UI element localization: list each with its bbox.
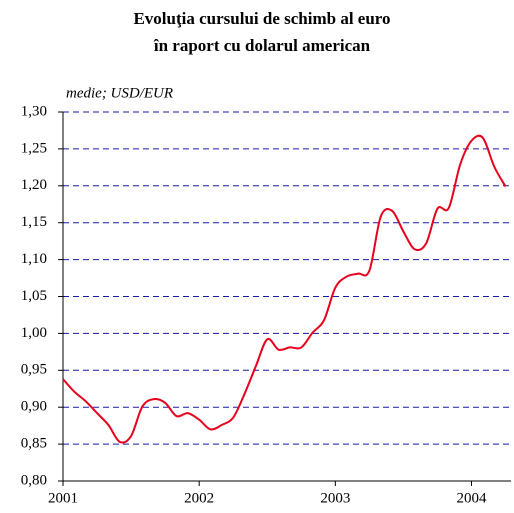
chart-title: Evoluţia cursului de schimb al euro — [133, 9, 390, 28]
y-tick-label: 1,10 — [21, 251, 47, 267]
y-tick-label: 1,00 — [21, 325, 47, 341]
data-line — [62, 134, 507, 444]
x-tick-label: 2001 — [48, 490, 78, 506]
y-tick-label: 0,95 — [21, 362, 47, 378]
y-tick-label: 1,15 — [21, 214, 47, 230]
x-tick-label: 2003 — [320, 490, 350, 506]
x-tick-label: 2002 — [184, 490, 214, 506]
y-tick-label: 1,25 — [21, 140, 47, 156]
y-tick-label: 1,20 — [21, 177, 47, 193]
y-tick-label: 1,30 — [21, 103, 47, 119]
y-tick-label: 0,90 — [21, 399, 47, 415]
y-tick-label: 1,05 — [21, 288, 47, 304]
subtitle: medie; USD/EUR — [66, 85, 173, 101]
y-tick-label: 0,85 — [21, 436, 47, 452]
chart-title: în raport cu dolarul american — [153, 36, 371, 55]
x-tick-label: 2004 — [457, 490, 488, 506]
y-tick-label: 0,80 — [21, 472, 47, 488]
